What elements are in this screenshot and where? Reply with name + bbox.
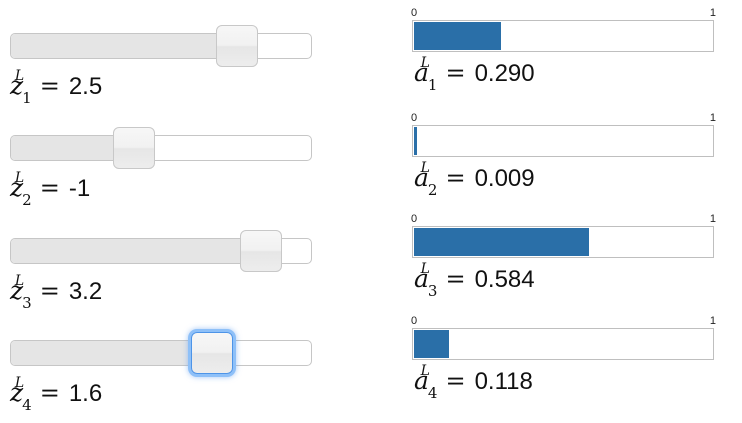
equals-sign: = — [445, 367, 466, 395]
variable-subscript: 1 — [22, 89, 32, 107]
slider-label-z3: z L 3 = 3.2 — [10, 273, 103, 312]
axis-max-label: 1 — [709, 112, 716, 124]
slider-label-z4: z L 4 = 1.6 — [10, 375, 103, 414]
slider-handle[interactable] — [240, 230, 282, 272]
axis-max-label: 1 — [709, 315, 716, 327]
slider-track[interactable] — [10, 135, 312, 161]
bar-track — [412, 328, 714, 360]
slider-fill — [11, 341, 213, 365]
bar-fill — [414, 127, 417, 155]
variable-subscript: 2 — [22, 191, 32, 209]
bar-fill — [414, 330, 449, 358]
bar-label-a4: a L 4 = 0.118 — [414, 363, 533, 402]
variable-subscript: 4 — [427, 384, 438, 402]
equals-sign: = — [445, 59, 466, 87]
variable-subscript: 2 — [427, 181, 438, 199]
equals-sign: = — [39, 174, 60, 202]
axis-max-label: 1 — [709, 7, 716, 19]
slider-track[interactable] — [10, 340, 312, 366]
slider-label-z1: z L 1 = 2.5 — [10, 68, 103, 107]
slider-handle[interactable] — [113, 127, 155, 169]
slider-label-z2: z L 2 = -1 — [10, 170, 91, 209]
bar-value: 0.290 — [474, 60, 535, 87]
slider-fill — [11, 239, 262, 263]
slider-value: 2.5 — [68, 73, 103, 100]
bar-label-a3: a L 3 = 0.584 — [414, 261, 535, 300]
bar-label-a1: a L 1 = 0.290 — [414, 55, 535, 94]
slider-value: 3.2 — [68, 278, 103, 305]
slider-fill — [11, 34, 238, 58]
slider-value: -1 — [68, 175, 91, 202]
slider-handle[interactable] — [191, 332, 233, 374]
bar-fill — [414, 22, 501, 50]
variable-subscript: 1 — [427, 76, 438, 94]
equals-sign: = — [39, 72, 60, 100]
variable-subscript: 4 — [22, 396, 32, 414]
slider-value: 1.6 — [68, 380, 103, 407]
equals-sign: = — [445, 265, 466, 293]
axis-min-label: 0 — [411, 112, 418, 124]
axis-min-label: 0 — [411, 7, 418, 19]
bar-label-a2: a L 2 = 0.009 — [414, 160, 535, 199]
bar-value: 0.584 — [474, 266, 535, 293]
bar-value: 0.009 — [474, 165, 535, 192]
bar-fill — [414, 228, 589, 256]
bar-track — [412, 226, 714, 258]
bar-value: 0.118 — [474, 368, 533, 395]
slider-handle[interactable] — [216, 25, 258, 67]
equals-sign: = — [445, 164, 466, 192]
equals-sign: = — [39, 379, 60, 407]
axis-min-label: 0 — [411, 213, 418, 225]
bar-track — [412, 20, 714, 52]
bar-track — [412, 125, 714, 157]
axis-min-label: 0 — [411, 315, 418, 327]
variable-subscript: 3 — [22, 294, 32, 312]
slider-track[interactable] — [10, 33, 312, 59]
axis-max-label: 1 — [709, 213, 716, 225]
equals-sign: = — [39, 277, 60, 305]
variable-subscript: 3 — [427, 282, 438, 300]
